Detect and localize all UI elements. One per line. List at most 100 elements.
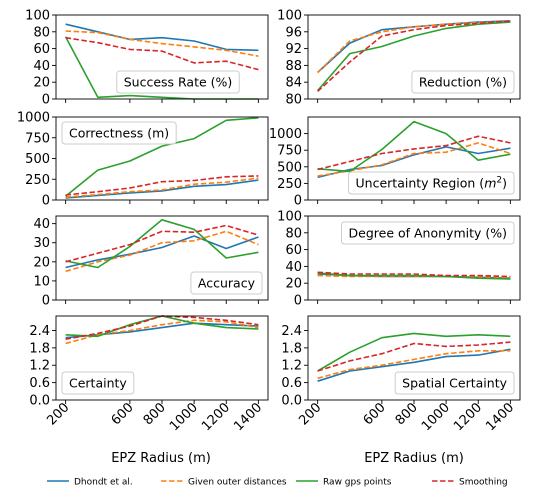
y-tick-label: 0.0 [281,394,302,409]
y-tick-label: 750 [277,144,302,159]
series-line-raw [317,332,511,372]
y-tick-label: 250 [25,173,50,188]
series-line-smooth [65,36,259,71]
series-line-dhondt [317,348,511,382]
y-tick-label: 750 [25,131,50,146]
legend-label-dhondt: Dhondt et al. [74,478,133,488]
y-tick-label: 80 [285,93,302,108]
panel-title: Reduction (%) [419,75,507,90]
y-tick-label: 1.8 [281,341,302,356]
panel-title: Success Rate (%) [124,75,233,90]
legend-label-raw: Raw gps points [323,478,392,488]
y-tick-label: 60 [285,243,302,258]
x-tick-label: 1400 [483,400,517,434]
y-tick-label: 250 [277,177,302,192]
series-line-dhondt [65,23,259,52]
x-tick-label: 1200 [451,400,485,434]
legend-label-smooth: Smoothing [459,478,508,488]
series-line-smooth [317,341,511,372]
y-tick-label: 40 [33,217,50,232]
y-tick-label: 100 [277,9,302,24]
y-tick-label: 92 [285,42,302,57]
x-tick-label: 600 [361,400,389,428]
x-tick-label: 1000 [167,400,201,434]
y-tick-label: 0.6 [281,376,302,391]
x-axis-label-right: EPZ Radius (m) [364,451,464,466]
y-tick-label: 1.8 [29,341,50,356]
legend: Dhondt et al. Given outer distances Raw gp… [47,478,508,488]
y-tick-label: 0 [294,194,302,209]
panel-title-box [61,121,177,145]
series-line-smooth [65,175,259,196]
x-tick-label: 800 [393,400,421,428]
y-tick-label: 0.6 [29,376,50,391]
panel-title: Certainty [69,376,127,391]
series-line-outer [65,230,259,273]
series-line-raw [317,120,511,173]
panel-title-box [348,171,515,195]
y-tick-label: 10 [33,274,50,289]
panel-title-box [116,70,240,94]
series-line-smooth [317,20,511,92]
series-line-outer [65,30,259,57]
series-line-outer [65,319,259,345]
y-tick-label: 1.2 [281,359,302,374]
y-tick-label: 500 [277,160,302,175]
y-tick-label: 100 [25,9,50,24]
y-tick-label: 60 [33,42,50,57]
y-tick-label: 500 [25,152,50,167]
panel-title: Accuracy [198,276,256,291]
x-tick-label: 1400 [231,400,265,434]
panel-title: Uncertainty Region (m2) [356,176,507,191]
series-line-outer [317,349,511,380]
y-tick-label: 96 [285,25,302,40]
series-line-dhondt [317,146,511,179]
y-tick-label: 0 [42,194,50,209]
series-line-outer [317,274,511,279]
x-tick-label: 1000 [419,400,453,434]
y-tick-label: 80 [285,226,302,241]
y-tick-label: 0.0 [29,394,50,409]
legend-label-outer: Given outer distances [188,478,287,488]
y-tick-label: 1.2 [29,359,50,374]
y-tick-label: 30 [33,236,50,251]
y-tick-label: 2.4 [281,324,302,339]
y-tick-label: 20 [33,255,50,270]
series-line-smooth [317,135,511,171]
series-line-smooth [65,224,259,263]
x-axis-label-left: EPZ Radius (m) [111,451,211,466]
subplot-2: 0 250 500 750 1000 Correctness (m) [17,111,269,209]
x-tick-label: 600 [109,400,137,428]
panel-title: Correctness (m) [69,126,169,141]
panel-title-box [61,371,135,395]
series-line-raw [316,21,511,92]
y-tick-label: 20 [33,76,50,91]
panel-title: Spatial Certainty [402,376,507,391]
y-tick-label: 2.4 [29,324,50,339]
y-tick-label: 40 [285,260,302,275]
y-tick-label: 0 [42,93,50,108]
series-line-raw [65,117,259,197]
y-tick-label: 0 [42,294,50,309]
x-tick-label: 1200 [199,400,233,434]
subplot-4: 0 10 20 30 40 Accuracy [33,215,269,309]
panel-title-box [411,70,515,94]
y-tick-label: 80 [33,25,50,40]
y-tick-label: 1000 [269,127,302,142]
series-line-dhondt [65,235,259,269]
series-line-smooth [317,271,511,278]
y-tick-label: 88 [285,59,302,74]
y-tick-label: 100 [277,210,302,225]
series-line-outer [317,20,511,74]
y-tick-label: 40 [33,59,50,74]
panel-title-box [190,271,263,295]
series-line-raw [317,272,511,280]
y-tick-label: 1000 [17,111,50,126]
panel-title-box [394,371,515,395]
